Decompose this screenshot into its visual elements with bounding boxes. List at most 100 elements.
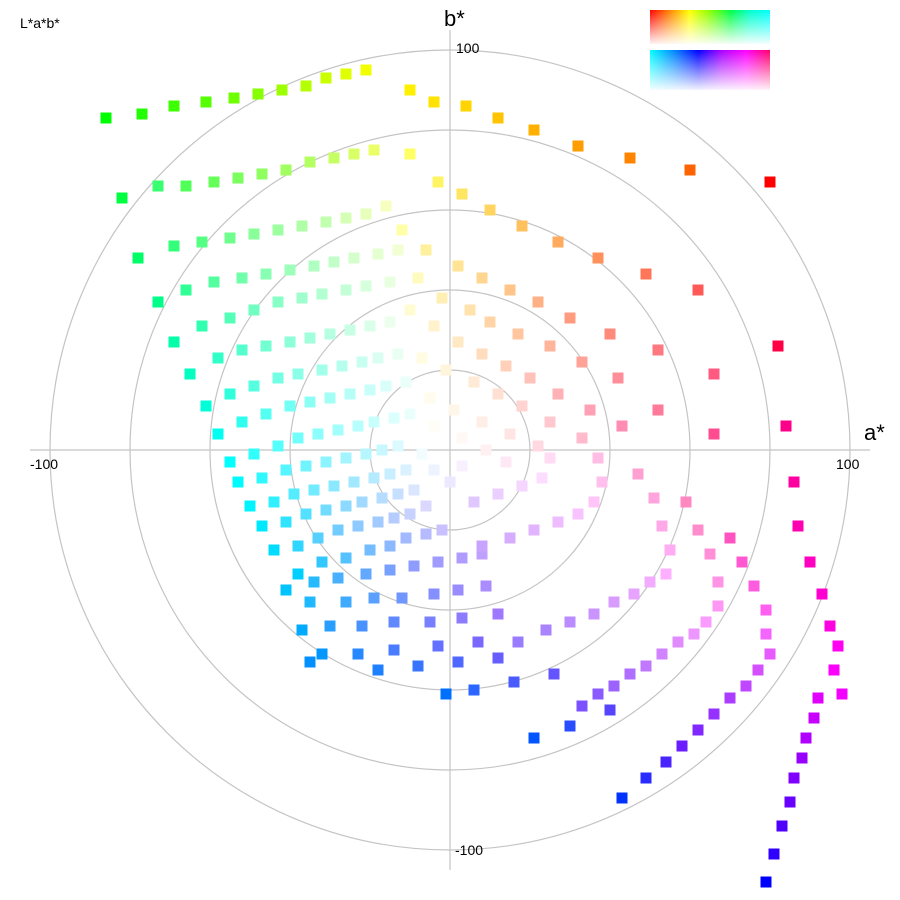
data-point: [360, 448, 372, 460]
data-point: [504, 428, 516, 440]
data-point: [284, 336, 296, 348]
data-point: [764, 176, 776, 188]
data-point: [224, 456, 236, 468]
data-point: [304, 332, 316, 344]
data-point: [136, 108, 148, 120]
data-point: [436, 292, 448, 304]
data-point: [292, 432, 304, 444]
data-point: [296, 624, 308, 636]
data-point: [340, 68, 352, 80]
data-point: [208, 176, 220, 188]
data-point: [516, 480, 528, 492]
data-point: [280, 516, 292, 528]
data-point: [648, 492, 660, 504]
data-point: [760, 604, 772, 616]
data-point: [248, 228, 260, 240]
data-point: [712, 576, 724, 588]
data-point: [316, 364, 328, 376]
data-point: [392, 440, 404, 452]
data-point: [652, 404, 664, 416]
data-point: [772, 340, 784, 352]
data-point: [384, 468, 396, 480]
data-point: [776, 820, 788, 832]
data-point: [324, 328, 336, 340]
data-point: [232, 172, 244, 184]
data-point: [484, 316, 496, 328]
data-point: [792, 520, 804, 532]
data-point: [492, 112, 504, 124]
data-point: [304, 596, 316, 608]
data-point: [704, 548, 716, 560]
data-point: [376, 444, 388, 456]
data-point: [180, 284, 192, 296]
data-point: [280, 464, 292, 476]
data-point: [428, 96, 440, 108]
data-point: [340, 596, 352, 608]
data-point: [260, 268, 272, 280]
data-point: [492, 608, 504, 620]
data-point: [356, 356, 368, 368]
tick-label-b-min: -100: [455, 842, 483, 858]
data-point: [652, 344, 664, 356]
data-point: [768, 848, 780, 860]
data-point: [660, 568, 672, 580]
data-point: [336, 360, 348, 372]
data-point: [452, 656, 464, 668]
data-point: [504, 284, 516, 296]
data-point: [388, 512, 400, 524]
data-point: [248, 448, 260, 460]
data-point: [152, 296, 164, 308]
data-point: [292, 540, 304, 552]
data-point: [284, 264, 296, 276]
data-point: [280, 584, 292, 596]
data-point: [360, 280, 372, 292]
data-point: [308, 260, 320, 272]
data-point: [416, 448, 428, 460]
data-point: [396, 224, 408, 236]
data-point: [492, 488, 504, 500]
data-point: [644, 576, 656, 588]
data-point: [456, 432, 468, 444]
data-point: [456, 552, 468, 564]
data-point: [352, 520, 364, 532]
data-point: [692, 724, 704, 736]
data-points: [100, 64, 848, 888]
data-point: [348, 148, 360, 160]
data-point: [808, 712, 820, 724]
data-point: [440, 364, 452, 376]
data-point: [780, 420, 792, 432]
data-point: [528, 124, 540, 136]
data-point: [692, 284, 704, 296]
data-point: [340, 500, 352, 512]
data-point: [360, 568, 372, 580]
data-point: [552, 388, 564, 400]
data-point: [180, 180, 192, 192]
data-point: [284, 400, 296, 412]
data-point: [292, 568, 304, 580]
data-point: [332, 424, 344, 436]
data-point: [480, 580, 492, 592]
data-point: [420, 528, 432, 540]
data-point: [236, 344, 248, 356]
data-point: [564, 616, 576, 628]
data-point: [604, 704, 616, 716]
data-point: [352, 420, 364, 432]
data-point: [384, 540, 396, 552]
data-point: [368, 472, 380, 484]
data-point: [292, 368, 304, 380]
data-point: [700, 616, 712, 628]
data-point: [364, 384, 376, 396]
data-point: [428, 464, 440, 476]
data-point: [200, 400, 212, 412]
data-point: [340, 452, 352, 464]
data-point: [400, 376, 412, 388]
data-point: [764, 648, 776, 660]
chart-title: L*a*b*: [20, 15, 60, 31]
data-point: [252, 88, 264, 100]
data-point: [328, 480, 340, 492]
data-point: [588, 496, 600, 508]
data-point: [468, 496, 480, 508]
data-point: [420, 500, 432, 512]
tick-label-a-max: 100: [836, 456, 860, 472]
